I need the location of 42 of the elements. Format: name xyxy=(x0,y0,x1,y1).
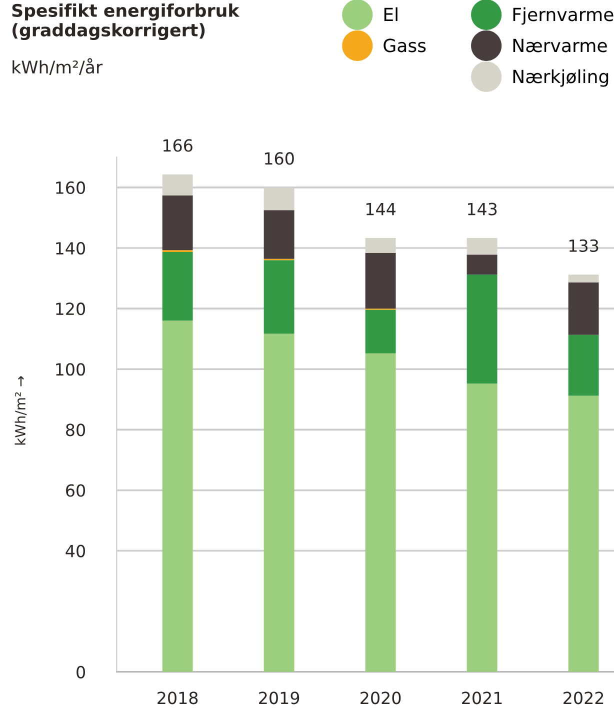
bar xyxy=(466,274,498,384)
chart-title: Spesifikt energiforbruk (graddagskorrigert) xyxy=(12,4,240,40)
bar xyxy=(568,396,599,672)
x-tick-label: 2022 xyxy=(564,692,604,704)
bar xyxy=(264,334,294,672)
bar xyxy=(568,334,599,396)
bar xyxy=(568,274,599,283)
total-label: 133 xyxy=(569,239,598,252)
legend-label: Gass xyxy=(384,38,426,52)
legend-label: El xyxy=(384,7,398,22)
total-label: 144 xyxy=(366,202,396,216)
bar xyxy=(365,353,396,672)
bar xyxy=(264,210,294,259)
bar xyxy=(162,252,193,321)
bar xyxy=(162,320,193,672)
bar xyxy=(466,384,498,672)
y-tick-label: 140 xyxy=(56,242,85,255)
legend-label: Nærvarme xyxy=(513,38,607,52)
bar xyxy=(365,310,396,354)
x-tick-label: 2020 xyxy=(360,692,401,704)
y-axis-title: kWh/m² → xyxy=(14,376,27,445)
legend-label: Nærkjøling xyxy=(513,69,608,87)
x-tick-label: 2019 xyxy=(259,692,300,704)
y-tick-label: 100 xyxy=(56,363,85,376)
y-tick-label: 60 xyxy=(66,484,85,497)
total-label: 166 xyxy=(163,139,192,152)
bar xyxy=(466,254,498,275)
bar xyxy=(162,195,193,250)
legend-label: Fjernvarme xyxy=(513,7,614,25)
y-tick-label: 120 xyxy=(56,302,85,316)
x-tick-label: 2018 xyxy=(158,692,198,704)
total-label: 143 xyxy=(468,202,497,216)
bar xyxy=(264,260,294,334)
bar xyxy=(365,252,396,309)
total-label: 160 xyxy=(264,152,294,165)
chart-subtitle: kWh/m²/år xyxy=(12,58,103,76)
y-tick-label: 160 xyxy=(56,181,85,194)
bar xyxy=(568,282,599,335)
y-tick-label: 0 xyxy=(76,666,85,678)
y-tick-label: 40 xyxy=(66,544,85,558)
x-tick-label: 2021 xyxy=(462,692,502,704)
y-tick-label: 80 xyxy=(66,424,85,436)
